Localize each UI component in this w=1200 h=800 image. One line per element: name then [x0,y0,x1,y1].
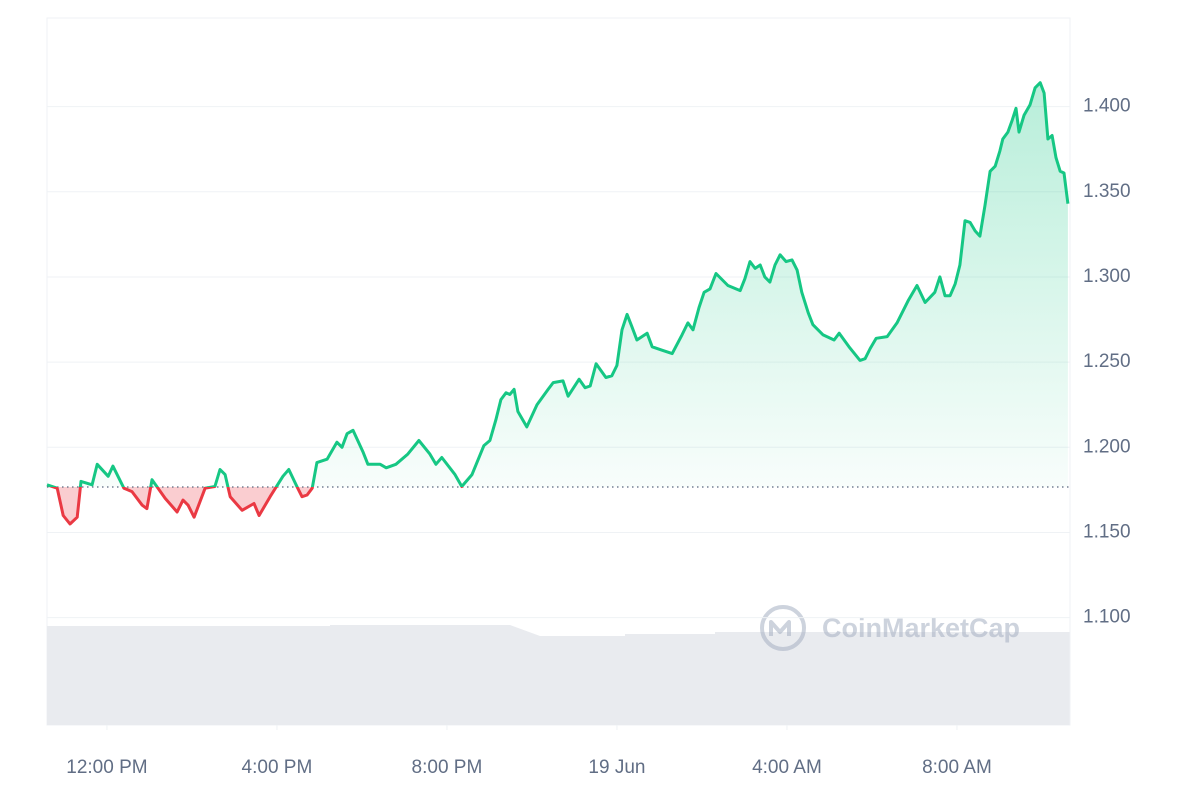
x-tick-label: 8:00 AM [922,757,992,778]
x-tick-label: 19 Jun [588,757,645,778]
price-line-down [48,487,464,526]
area-down [53,487,313,524]
price-line-up [46,81,1070,488]
y-tick-label: 1.400 [1083,96,1131,117]
x-tick-label: 8:00 PM [412,757,483,778]
y-tick-label: 1.300 [1083,266,1131,287]
y-tick-label: 1.200 [1083,436,1131,457]
x-tick-label: 4:00 AM [752,757,822,778]
x-tick-label: 4:00 PM [242,757,313,778]
y-tick-label: 1.150 [1083,522,1131,543]
y-tick-label: 1.100 [1083,607,1131,628]
y-tick-label: 1.350 [1083,181,1131,202]
volume-band [47,625,1070,725]
y-tick-label: 1.250 [1083,351,1131,372]
x-tick-label: 12:00 PM [66,757,147,778]
area-up [47,82,1068,488]
